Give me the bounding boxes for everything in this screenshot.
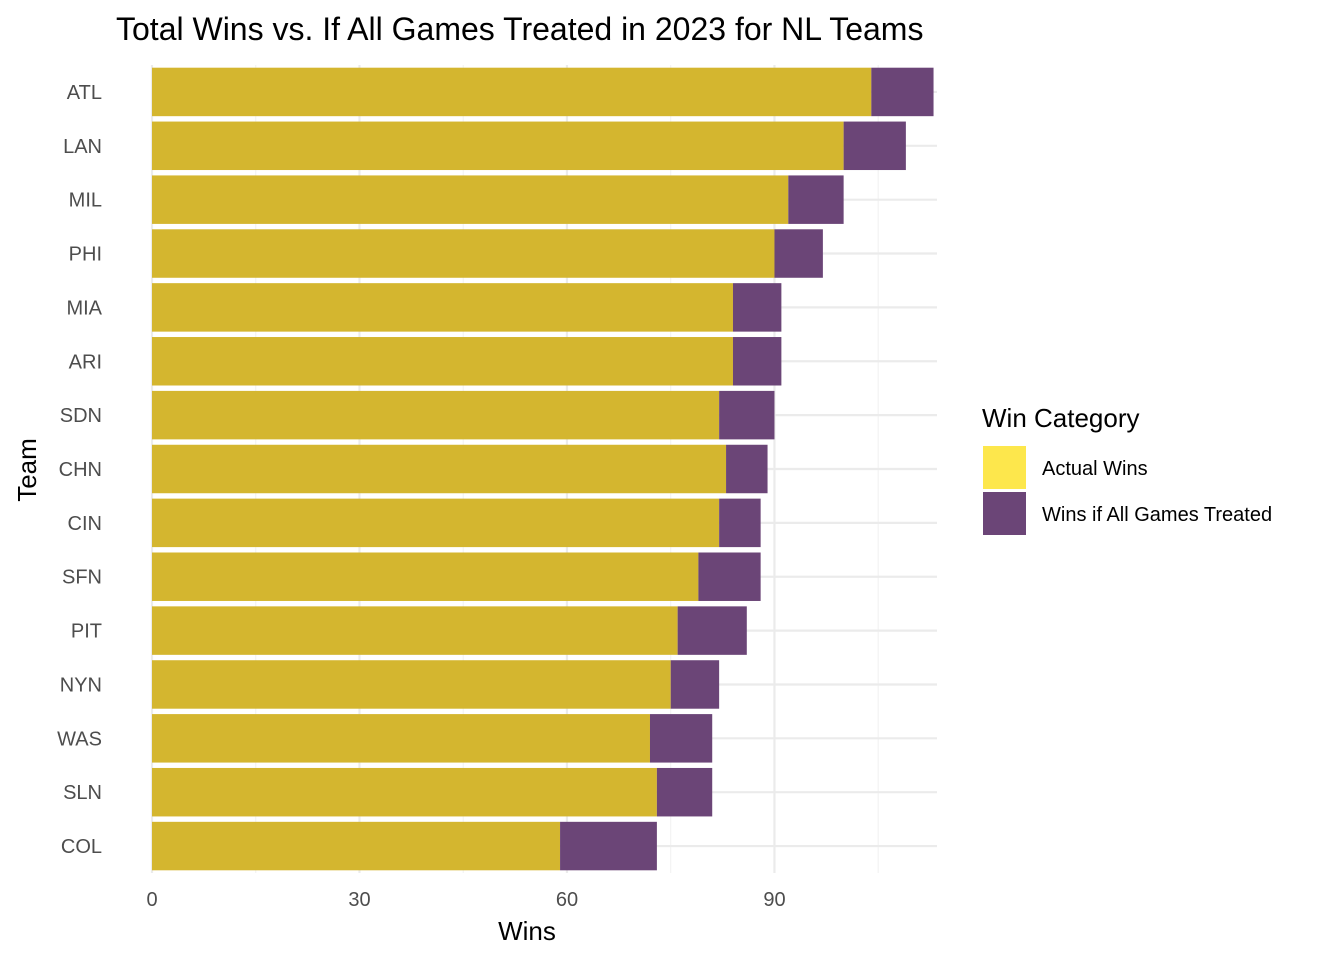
x-axis-title: Wins [498,916,556,946]
y-tick-label: NYN [60,674,102,696]
bar-wins-if-treated-was [649,714,713,763]
bar-actual-wins-sfn [152,552,699,601]
legend: Win Category Actual Wins Wins if All Game… [982,403,1272,535]
bar-wins-if-treated-atl [871,67,934,117]
bar-wins-if-treated-chn [726,444,768,494]
y-tick-label: MIA [66,297,102,319]
x-tick-label: 90 [763,889,785,911]
bar-wins-if-treated-col [560,821,657,871]
bars [152,67,934,871]
bar-actual-wins-nyn [152,660,671,709]
y-tick-label: PIT [71,621,102,643]
bar-actual-wins-sln [152,767,657,817]
legend-swatch [983,446,1026,489]
y-tick-label: SDN [60,405,102,427]
y-axis-tick-labels: ATL LAN MIL PHI MIA ARI SDN CHN CIN SFN PIT NYN WAS S… [57,82,102,858]
x-tick-label: 30 [348,889,370,911]
bar-actual-wins-mia [152,283,733,332]
bar-wins-if-treated-nyn [670,660,720,709]
y-axis-title: Team [12,438,42,502]
y-tick-label: COL [61,836,102,858]
bar-actual-wins-col [152,821,561,871]
bar-wins-if-treated-mil [788,175,844,224]
legend-label: Actual Wins [1042,458,1148,480]
chart-title: Total Wins vs. If All Games Treated in 2… [116,11,923,47]
bar-actual-wins-lan [152,121,844,171]
bar-wins-if-treated-phi [774,229,823,278]
y-tick-label: WAS [57,728,102,750]
bar-actual-wins-was [152,714,650,763]
bar-wins-if-treated-sdn [719,390,775,440]
y-tick-label: SFN [62,567,102,589]
legend-label: Wins if All Games Treated [1042,504,1272,526]
bar-actual-wins-mil [152,175,789,224]
bar-wins-if-treated-pit [677,606,747,655]
y-tick-label: ARI [69,351,102,373]
bar-wins-if-treated-ari [732,337,782,386]
legend-items: Actual Wins Wins if All Games Treated [983,446,1272,535]
bar-wins-if-treated-sln [656,767,713,817]
x-axis-tick-labels: 0 30 60 90 [146,889,785,911]
bar-actual-wins-chn [152,444,727,494]
x-tick-label: 60 [556,889,578,911]
bar-actual-wins-cin [152,498,720,548]
legend-title: Win Category [982,403,1140,433]
bar-wins-if-treated-mia [732,283,782,332]
y-tick-label: CHN [59,459,102,481]
bar-actual-wins-ari [152,337,733,386]
bar-actual-wins-atl [152,67,872,117]
y-tick-label: SLN [63,782,102,804]
bar-wins-if-treated-cin [719,498,761,548]
y-tick-label: MIL [69,190,102,212]
bar-actual-wins-pit [152,606,678,655]
y-tick-label: PHI [69,244,102,266]
bar-wins-if-treated-lan [843,121,906,171]
legend-swatch [983,492,1026,535]
y-tick-label: LAN [63,136,102,158]
y-tick-label: ATL [67,82,102,104]
x-tick-label: 0 [146,889,157,911]
bar-wins-if-treated-sfn [698,552,761,601]
bar-actual-wins-phi [152,229,775,278]
bar-actual-wins-sdn [152,390,720,440]
y-tick-label: CIN [68,513,102,535]
